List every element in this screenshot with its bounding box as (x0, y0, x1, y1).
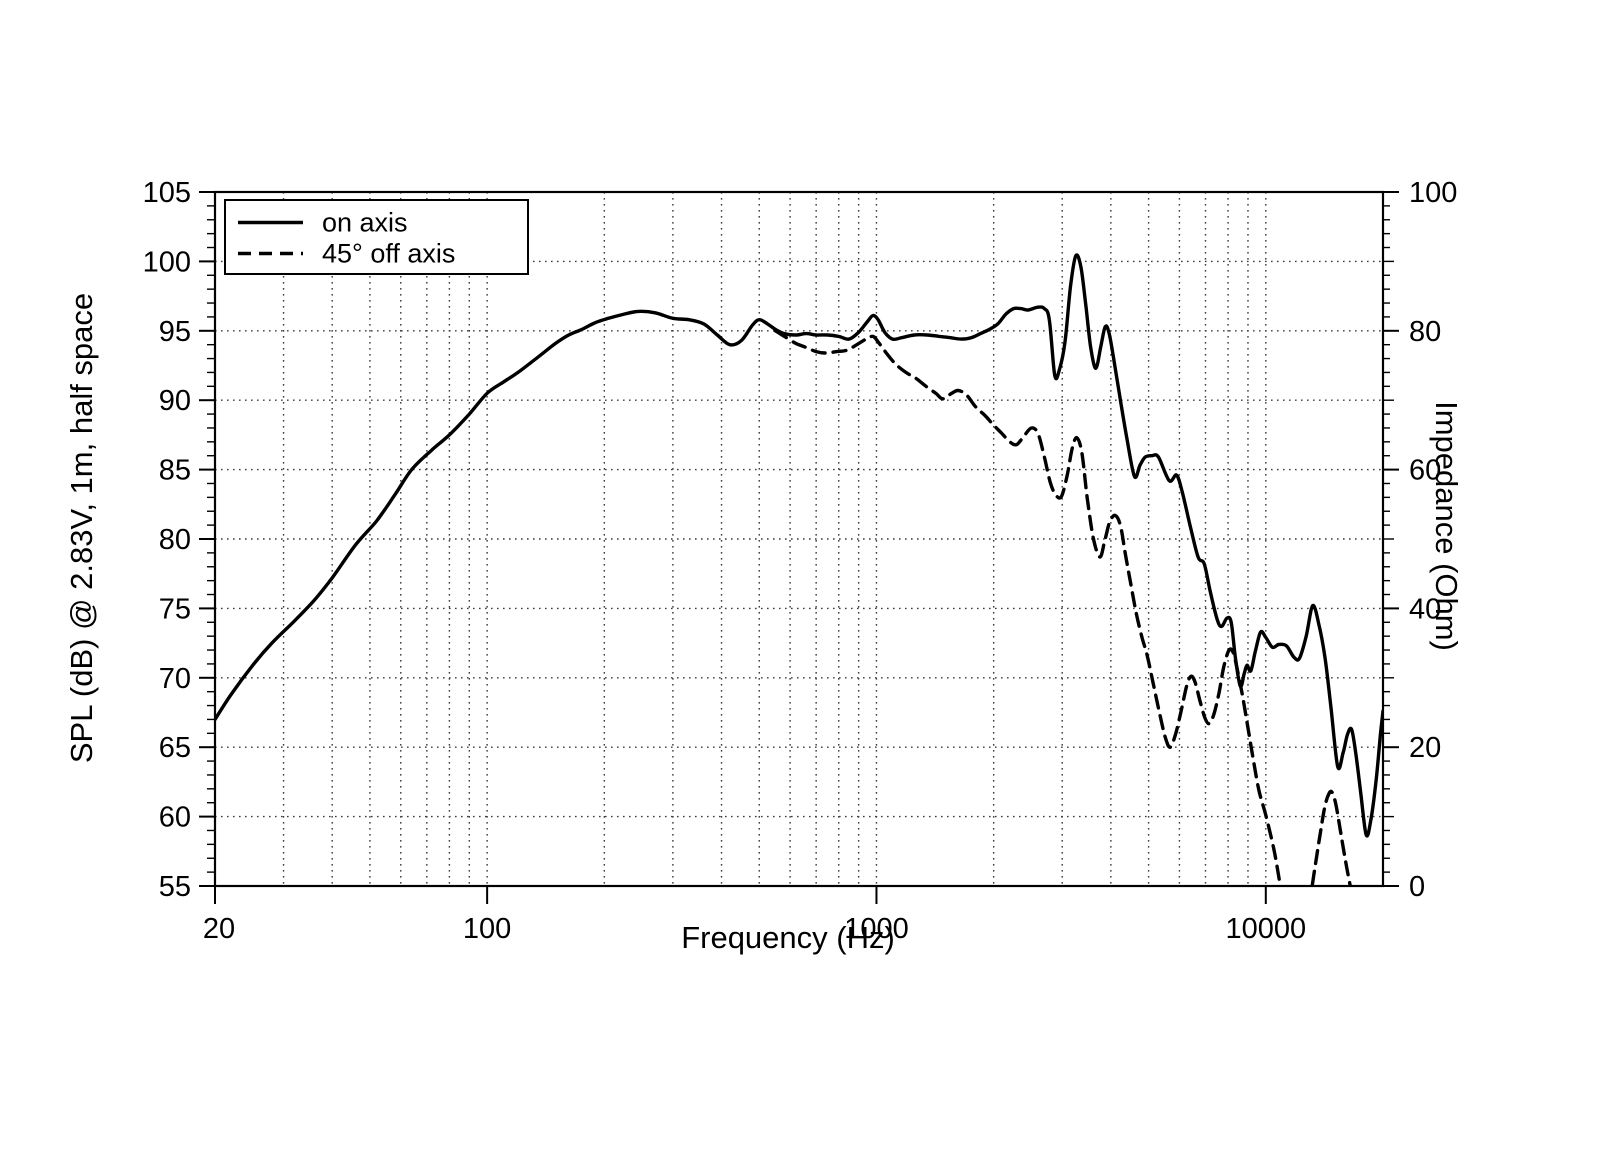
left-tick-label: 65 (159, 732, 191, 764)
left-tick-label: 70 (159, 663, 191, 695)
right-tick-label: 100 (1409, 177, 1457, 209)
left-tick-label: 75 (159, 593, 191, 625)
left-tick-label: 60 (159, 802, 191, 834)
left-tick-label: 90 (159, 385, 191, 417)
curve-on-axis (215, 253, 1383, 838)
x-tick-label: 1000 (844, 913, 909, 945)
curve-45-off-axis (773, 329, 1352, 886)
x-axis-title: Frequency (Hz) (681, 920, 895, 955)
left-tick-label: 55 (159, 871, 191, 903)
x-tick-label: 20 (203, 913, 235, 945)
left-tick-label: 85 (159, 455, 191, 487)
legend-label: on axis (322, 208, 408, 238)
curves (215, 253, 1383, 886)
right-tick-label: 40 (1409, 593, 1441, 625)
plot-frame (213, 190, 1385, 888)
left-tick-label: 80 (159, 524, 191, 556)
right-tick-label: 80 (1409, 316, 1441, 348)
left-axis-title: SPL (dB) @ 2.83V, 1m, half space (64, 292, 99, 764)
gridlines (215, 192, 1383, 886)
x-tick-label: 100 (463, 913, 511, 945)
axis-ticks (199, 191, 1399, 904)
right-tick-label: 0 (1409, 871, 1425, 903)
right-axis-title: Impedance (Ohm) (1429, 401, 1464, 651)
x-tick-label: 10000 (1225, 913, 1306, 945)
tick-labels: 55 60 65 70 75 80 85 90 95 100 105 0 20 40 60 80 100 20 10… (143, 177, 1458, 945)
legend-label: 45° off axis (322, 239, 455, 269)
legend-box (224, 199, 529, 275)
left-tick-label: 105 (143, 177, 191, 209)
right-tick-label: 60 (1409, 455, 1441, 487)
left-tick-label: 95 (159, 316, 191, 348)
right-tick-label: 20 (1409, 732, 1441, 764)
left-tick-label: 100 (143, 246, 191, 278)
